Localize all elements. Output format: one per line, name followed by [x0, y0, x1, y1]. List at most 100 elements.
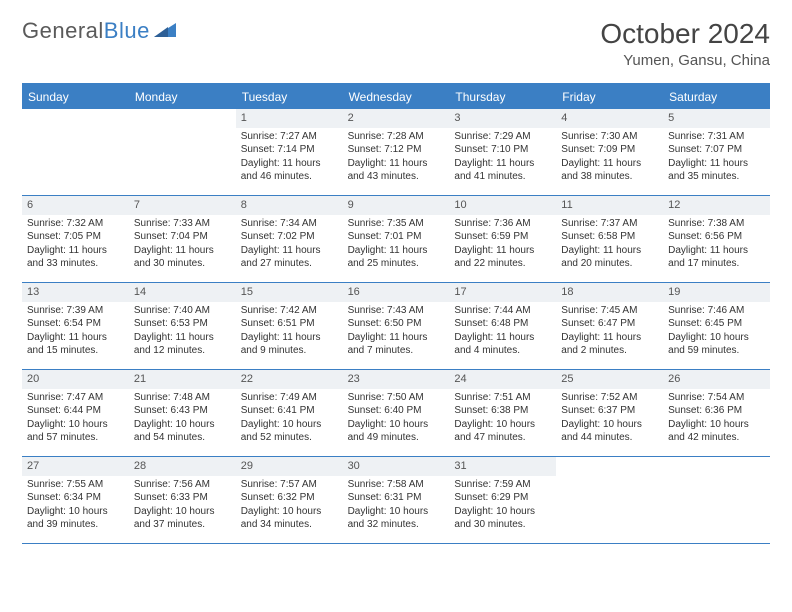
sunset-line: Sunset: 6:36 PM	[668, 404, 765, 418]
day-number: 16	[343, 283, 450, 302]
sunrise-line: Sunrise: 7:48 AM	[134, 391, 231, 405]
sunrise-line: Sunrise: 7:58 AM	[348, 478, 445, 492]
day-cell: 8Sunrise: 7:34 AMSunset: 7:02 PMDaylight…	[236, 196, 343, 282]
day-body: Sunrise: 7:43 AMSunset: 6:50 PMDaylight:…	[343, 304, 450, 362]
day-cell: 21Sunrise: 7:48 AMSunset: 6:43 PMDayligh…	[129, 370, 236, 456]
logo: GeneralBlue	[22, 18, 176, 44]
sunrise-line: Sunrise: 7:31 AM	[668, 130, 765, 144]
weekday-header: Wednesday	[343, 85, 450, 109]
day-body: Sunrise: 7:40 AMSunset: 6:53 PMDaylight:…	[129, 304, 236, 362]
sunset-line: Sunset: 6:56 PM	[668, 230, 765, 244]
sunrise-line: Sunrise: 7:45 AM	[561, 304, 658, 318]
triangle-icon	[154, 21, 176, 42]
day-cell: 1Sunrise: 7:27 AMSunset: 7:14 PMDaylight…	[236, 109, 343, 195]
daylight-line: Daylight: 10 hours and 37 minutes.	[134, 505, 231, 532]
day-number: 3	[449, 109, 556, 128]
weekday-header: Saturday	[663, 85, 770, 109]
sunset-line: Sunset: 6:33 PM	[134, 491, 231, 505]
day-cell: 31Sunrise: 7:59 AMSunset: 6:29 PMDayligh…	[449, 457, 556, 543]
day-body: Sunrise: 7:32 AMSunset: 7:05 PMDaylight:…	[22, 217, 129, 275]
sunset-line: Sunset: 6:34 PM	[27, 491, 124, 505]
sunrise-line: Sunrise: 7:56 AM	[134, 478, 231, 492]
day-body: Sunrise: 7:55 AMSunset: 6:34 PMDaylight:…	[22, 478, 129, 536]
daylight-line: Daylight: 11 hours and 25 minutes.	[348, 244, 445, 271]
empty-cell	[663, 457, 770, 543]
sunrise-line: Sunrise: 7:29 AM	[454, 130, 551, 144]
daylight-line: Daylight: 11 hours and 9 minutes.	[241, 331, 338, 358]
day-body: Sunrise: 7:51 AMSunset: 6:38 PMDaylight:…	[449, 391, 556, 449]
day-number: 11	[556, 196, 663, 215]
sunset-line: Sunset: 6:37 PM	[561, 404, 658, 418]
day-number: 9	[343, 196, 450, 215]
weekday-header: Monday	[129, 85, 236, 109]
sunset-line: Sunset: 6:47 PM	[561, 317, 658, 331]
weekday-header: Tuesday	[236, 85, 343, 109]
daylight-line: Daylight: 10 hours and 52 minutes.	[241, 418, 338, 445]
day-body: Sunrise: 7:31 AMSunset: 7:07 PMDaylight:…	[663, 130, 770, 188]
daylight-line: Daylight: 11 hours and 7 minutes.	[348, 331, 445, 358]
day-body: Sunrise: 7:54 AMSunset: 6:36 PMDaylight:…	[663, 391, 770, 449]
title-block: October 2024 Yumen, Gansu, China	[600, 18, 770, 69]
weekday-row: Sunday Monday Tuesday Wednesday Thursday…	[22, 85, 770, 109]
sunset-line: Sunset: 6:58 PM	[561, 230, 658, 244]
location: Yumen, Gansu, China	[600, 52, 770, 69]
weekday-header: Friday	[556, 85, 663, 109]
daylight-line: Daylight: 11 hours and 15 minutes.	[27, 331, 124, 358]
sunset-line: Sunset: 6:53 PM	[134, 317, 231, 331]
sunset-line: Sunset: 6:50 PM	[348, 317, 445, 331]
day-cell: 29Sunrise: 7:57 AMSunset: 6:32 PMDayligh…	[236, 457, 343, 543]
sunrise-line: Sunrise: 7:50 AM	[348, 391, 445, 405]
sunrise-line: Sunrise: 7:55 AM	[27, 478, 124, 492]
day-cell: 12Sunrise: 7:38 AMSunset: 6:56 PMDayligh…	[663, 196, 770, 282]
day-cell: 23Sunrise: 7:50 AMSunset: 6:40 PMDayligh…	[343, 370, 450, 456]
sunrise-line: Sunrise: 7:32 AM	[27, 217, 124, 231]
sunrise-line: Sunrise: 7:57 AM	[241, 478, 338, 492]
sunset-line: Sunset: 6:59 PM	[454, 230, 551, 244]
day-body: Sunrise: 7:44 AMSunset: 6:48 PMDaylight:…	[449, 304, 556, 362]
daylight-line: Daylight: 10 hours and 59 minutes.	[668, 331, 765, 358]
sunset-line: Sunset: 6:40 PM	[348, 404, 445, 418]
sunrise-line: Sunrise: 7:54 AM	[668, 391, 765, 405]
day-number: 14	[129, 283, 236, 302]
day-cell: 11Sunrise: 7:37 AMSunset: 6:58 PMDayligh…	[556, 196, 663, 282]
day-body: Sunrise: 7:38 AMSunset: 6:56 PMDaylight:…	[663, 217, 770, 275]
sunrise-line: Sunrise: 7:27 AM	[241, 130, 338, 144]
day-body: Sunrise: 7:35 AMSunset: 7:01 PMDaylight:…	[343, 217, 450, 275]
daylight-line: Daylight: 10 hours and 30 minutes.	[454, 505, 551, 532]
day-cell: 19Sunrise: 7:46 AMSunset: 6:45 PMDayligh…	[663, 283, 770, 369]
daylight-line: Daylight: 10 hours and 49 minutes.	[348, 418, 445, 445]
sunrise-line: Sunrise: 7:37 AM	[561, 217, 658, 231]
sunrise-line: Sunrise: 7:44 AM	[454, 304, 551, 318]
day-cell: 17Sunrise: 7:44 AMSunset: 6:48 PMDayligh…	[449, 283, 556, 369]
day-cell: 27Sunrise: 7:55 AMSunset: 6:34 PMDayligh…	[22, 457, 129, 543]
day-body: Sunrise: 7:29 AMSunset: 7:10 PMDaylight:…	[449, 130, 556, 188]
day-cell: 24Sunrise: 7:51 AMSunset: 6:38 PMDayligh…	[449, 370, 556, 456]
daylight-line: Daylight: 11 hours and 35 minutes.	[668, 157, 765, 184]
day-number: 7	[129, 196, 236, 215]
day-body: Sunrise: 7:39 AMSunset: 6:54 PMDaylight:…	[22, 304, 129, 362]
day-cell: 18Sunrise: 7:45 AMSunset: 6:47 PMDayligh…	[556, 283, 663, 369]
day-number: 30	[343, 457, 450, 476]
daylight-line: Daylight: 10 hours and 42 minutes.	[668, 418, 765, 445]
sunrise-line: Sunrise: 7:30 AM	[561, 130, 658, 144]
day-number: 18	[556, 283, 663, 302]
sunrise-line: Sunrise: 7:34 AM	[241, 217, 338, 231]
day-body: Sunrise: 7:28 AMSunset: 7:12 PMDaylight:…	[343, 130, 450, 188]
sunrise-line: Sunrise: 7:28 AM	[348, 130, 445, 144]
daylight-line: Daylight: 10 hours and 32 minutes.	[348, 505, 445, 532]
day-cell: 25Sunrise: 7:52 AMSunset: 6:37 PMDayligh…	[556, 370, 663, 456]
day-number: 20	[22, 370, 129, 389]
sunrise-line: Sunrise: 7:42 AM	[241, 304, 338, 318]
day-number: 15	[236, 283, 343, 302]
sunset-line: Sunset: 6:31 PM	[348, 491, 445, 505]
day-body: Sunrise: 7:27 AMSunset: 7:14 PMDaylight:…	[236, 130, 343, 188]
logo-text: GeneralBlue	[22, 18, 150, 44]
sunrise-line: Sunrise: 7:43 AM	[348, 304, 445, 318]
daylight-line: Daylight: 10 hours and 39 minutes.	[27, 505, 124, 532]
daylight-line: Daylight: 11 hours and 30 minutes.	[134, 244, 231, 271]
logo-word-2: Blue	[104, 18, 150, 43]
daylight-line: Daylight: 11 hours and 43 minutes.	[348, 157, 445, 184]
sunset-line: Sunset: 7:12 PM	[348, 143, 445, 157]
sunset-line: Sunset: 6:44 PM	[27, 404, 124, 418]
daylight-line: Daylight: 11 hours and 38 minutes.	[561, 157, 658, 184]
